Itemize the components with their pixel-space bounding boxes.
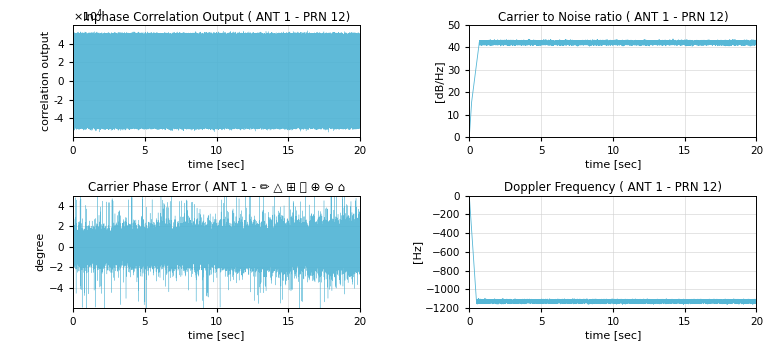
Y-axis label: [Hz]: [Hz]	[412, 240, 422, 263]
X-axis label: time [sec]: time [sec]	[188, 159, 245, 169]
Y-axis label: correlation output: correlation output	[41, 31, 51, 131]
Text: $\times10^4$: $\times10^4$	[73, 7, 103, 24]
Title: Doppler Frequency ( ANT 1 - PRN 12): Doppler Frequency ( ANT 1 - PRN 12)	[504, 182, 722, 194]
Title: Carrier to Noise ratio ( ANT 1 - PRN 12): Carrier to Noise ratio ( ANT 1 - PRN 12)	[498, 11, 728, 24]
X-axis label: time [sec]: time [sec]	[584, 330, 641, 340]
Title: Carrier Phase Error ( ANT 1 - ✏ △ ⊞ 🔐 ⊕ ⊖ ⌂: Carrier Phase Error ( ANT 1 - ✏ △ ⊞ 🔐 ⊕ …	[88, 182, 345, 194]
Y-axis label: [dB/Hz]: [dB/Hz]	[435, 60, 445, 102]
Y-axis label: degree: degree	[36, 232, 46, 272]
Title: Inphase Correlation Output ( ANT 1 - PRN 12): Inphase Correlation Output ( ANT 1 - PRN…	[83, 11, 350, 24]
X-axis label: time [sec]: time [sec]	[188, 330, 245, 340]
X-axis label: time [sec]: time [sec]	[584, 159, 641, 169]
